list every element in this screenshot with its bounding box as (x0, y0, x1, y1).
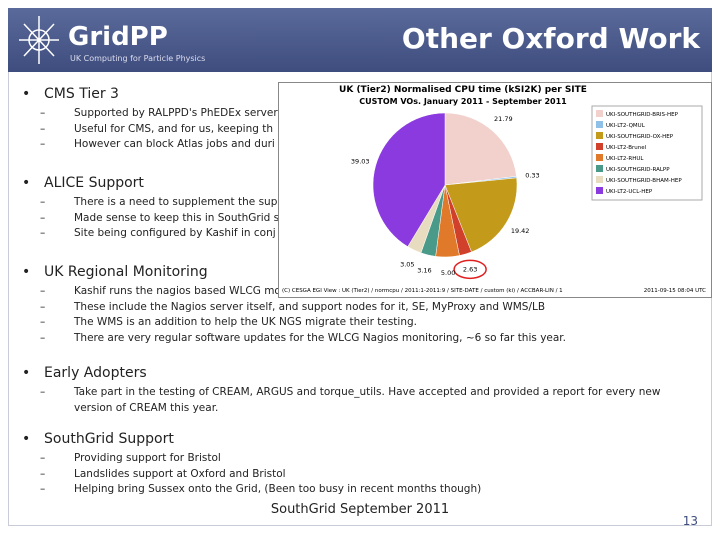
header: GridPP UK Computing for Particle Physics… (8, 8, 712, 72)
legend-label: UKI-LT2-Brunel (606, 145, 647, 151)
sub-bullet: Helping bring Sussex onto the Grid, (Bee… (22, 482, 684, 498)
sub-bullet: Kashif runs the nagios based WLCG mo (22, 284, 684, 300)
highlight-circle (453, 259, 487, 280)
legend-label: UKI-SOUTHGRID-BHAM-HEP (606, 178, 682, 184)
sub-bullet: Site being configured by Kashif in conj (22, 226, 684, 242)
sub-bullet: However can block Atlas jobs and duri (22, 137, 684, 153)
slice-label: 2.63 (463, 265, 477, 273)
slice-label: 39.03 (351, 157, 370, 165)
sub-bullet: There are very regular software updates … (22, 331, 684, 347)
legend-swatch (596, 121, 603, 128)
sub-bullet: There is a need to supplement the sup (22, 195, 684, 211)
bullet-text: Early Adopters (22, 365, 702, 381)
slice-label: 21.79 (494, 115, 513, 123)
page-number: 13 (682, 514, 698, 528)
pie-slice (444, 177, 518, 253)
sub-bullet: Providing support for Bristol (22, 451, 684, 467)
legend-label: UKI-SOUTHGRID-OX-HEP (606, 134, 674, 140)
bullet: CMS Tier 3 Supported by RALPPD's PhEDEx s… (22, 86, 702, 153)
bullet-text: UK Regional Monitoring (22, 264, 702, 280)
legend-label: UKI-SOUTHGRID-BRIS-HEP (606, 112, 679, 118)
legend-swatch (596, 132, 603, 139)
legend-swatch (596, 165, 603, 172)
sub-bullet: Landslides support at Oxford and Bristol (22, 467, 684, 483)
bullet: UK Regional Monitoring Kashif runs the na… (22, 264, 702, 346)
legend-swatch (596, 154, 603, 161)
bullet: Early Adopters Take part in the testing o… (22, 365, 702, 416)
chart-subtitle: CUSTOM VOs. January 2011 - September 201… (359, 97, 567, 106)
slice-label: 3.16 (417, 267, 431, 275)
legend-swatch (596, 143, 603, 150)
sub-bullet: These include the Nagios server itself, … (22, 300, 684, 316)
legend-label: UKI-SOUTHGRID-RALPP (606, 167, 670, 173)
bullet-text: ALICE Support (22, 175, 702, 191)
bullet: SouthGrid Support Providing support for B… (22, 431, 702, 498)
bullet-text: CMS Tier 3 (22, 86, 702, 102)
pie-slice (372, 112, 446, 247)
legend-label: UKI-LT2-QMUL (606, 123, 646, 129)
legend-label: UKI-LT2-UCL-HEP (606, 189, 653, 195)
legend-box (591, 105, 703, 201)
logo: GridPP (68, 22, 168, 52)
slice-label: 5.00 (441, 269, 455, 277)
sub-bullet: Supported by RALPPD's PhEDEx server (22, 106, 684, 122)
chart: UK (Tier2) Normalised CPU time (kSI2K) p… (278, 82, 712, 298)
chart-title: UK (Tier2) Normalised CPU time (kSI2K) p… (339, 85, 587, 95)
sub-bullet: Made sense to keep this in SouthGrid s (22, 211, 684, 227)
bullet-text: SouthGrid Support (22, 431, 702, 447)
legend-swatch (596, 110, 603, 117)
pie-slice (444, 112, 517, 186)
sub-bullet: Useful for CMS, and for us, keeping th (22, 122, 684, 138)
sub-bullet: Take part in the testing of CREAM, ARGUS… (22, 385, 684, 416)
legend-swatch (596, 176, 603, 183)
slice-label: 19.42 (511, 227, 530, 235)
logo-icon (19, 16, 59, 64)
bullet: ALICE Support There is a need to suppleme… (22, 175, 702, 242)
sub-bullet: The WMS is an addition to help the UK NG… (22, 315, 684, 331)
footer: SouthGrid September 2011 (270, 502, 450, 517)
chart-timestamp: 2011-09-15 08:04 UTC (644, 288, 706, 294)
legend-label: UKI-LT2-RHUL (606, 156, 644, 162)
slide-title: Other Oxford Work (401, 22, 700, 55)
chart-source: (C) CESGA EGI View : UK (Tier2) / normcp… (282, 288, 563, 294)
slice-label: 3.05 (400, 261, 414, 269)
legend-swatch (596, 187, 603, 194)
logo-tagline: UK Computing for Particle Physics (70, 54, 206, 63)
slice-label: 0.33 (525, 171, 539, 179)
